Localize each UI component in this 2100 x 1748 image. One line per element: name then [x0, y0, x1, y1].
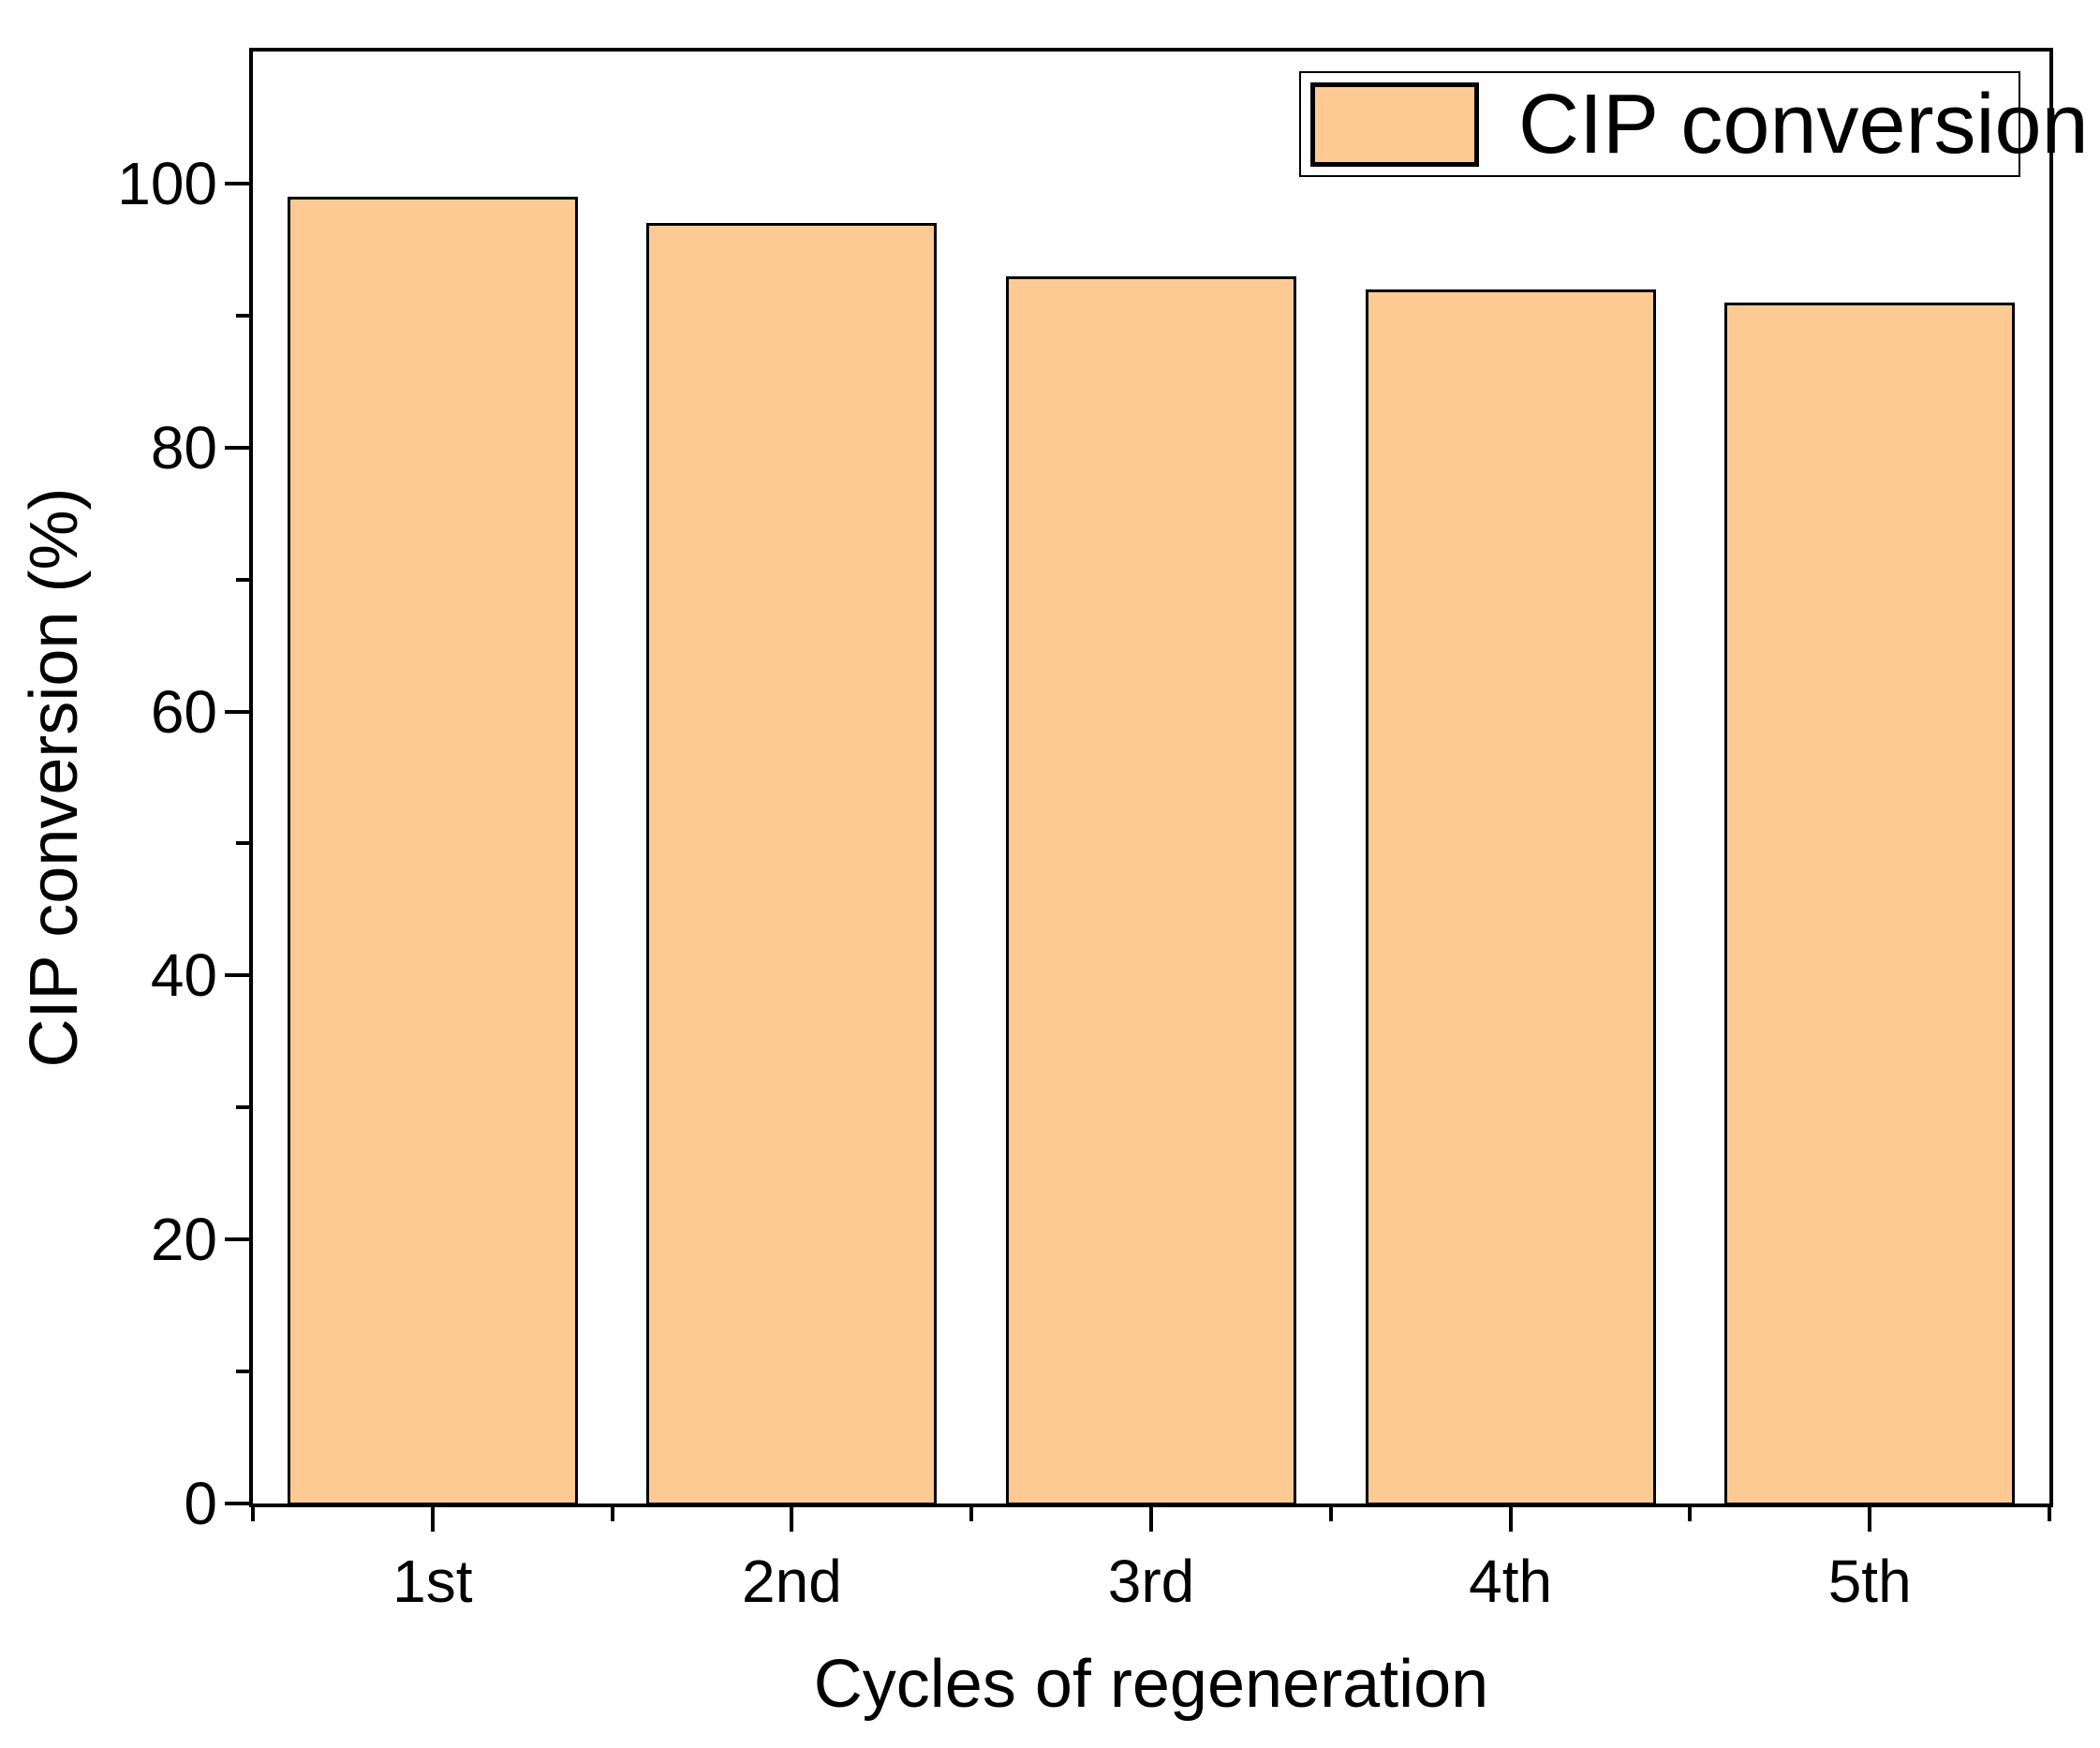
- y-minor-tick: [236, 577, 249, 582]
- y-major-tick: [225, 1237, 249, 1242]
- y-major-tick: [225, 709, 249, 714]
- x-tick-label-1st: 1st: [392, 1548, 473, 1615]
- x-minor-tick: [610, 1507, 614, 1521]
- y-major-tick: [225, 181, 249, 185]
- x-minor-tick: [1328, 1507, 1333, 1521]
- y-tick-label: 0: [184, 1470, 217, 1537]
- y-major-tick: [225, 1502, 249, 1505]
- bar-1st: [287, 197, 578, 1505]
- y-minor-tick: [236, 313, 249, 318]
- bar-2nd: [646, 223, 938, 1505]
- bar-3rd: [1006, 275, 1296, 1505]
- x-minor-tick: [1688, 1507, 1693, 1521]
- legend-label: CIP conversion: [1518, 77, 2089, 171]
- bar-4th: [1365, 289, 1656, 1505]
- legend-swatch-cip-conversion: [1310, 81, 1479, 167]
- x-major-tick: [1508, 1507, 1513, 1532]
- y-tick-label: 60: [150, 677, 217, 746]
- x-major-tick: [790, 1507, 794, 1532]
- plot-area: [249, 48, 2053, 1507]
- x-tick-label-3rd: 3rd: [1107, 1548, 1195, 1615]
- y-minor-tick: [236, 1105, 249, 1110]
- x-minor-tick: [2048, 1507, 2051, 1521]
- y-tick-label: 80: [150, 413, 217, 481]
- x-tick-label-4th: 4th: [1469, 1548, 1553, 1615]
- x-major-tick: [1868, 1507, 1872, 1532]
- x-tick-label-5th: 5th: [1827, 1548, 1912, 1615]
- legend: CIP conversion: [1299, 71, 2089, 177]
- y-axis-title: CIP conversion (%): [17, 487, 92, 1068]
- x-axis-title: Cycles of regeneration: [813, 1647, 1489, 1722]
- y-minor-tick: [236, 841, 249, 846]
- y-tick-label: 100: [117, 149, 217, 217]
- y-major-tick: [225, 973, 249, 978]
- x-minor-tick: [251, 1507, 255, 1521]
- x-major-tick: [430, 1507, 435, 1532]
- x-major-tick: [1149, 1507, 1153, 1532]
- x-tick-label-2nd: 2nd: [742, 1548, 842, 1615]
- y-tick-label: 40: [150, 941, 217, 1010]
- bar-5th: [1724, 302, 2016, 1505]
- y-tick-label: 20: [150, 1206, 217, 1274]
- y-minor-tick: [236, 1370, 249, 1374]
- y-major-tick: [225, 445, 249, 450]
- x-minor-tick: [969, 1507, 974, 1521]
